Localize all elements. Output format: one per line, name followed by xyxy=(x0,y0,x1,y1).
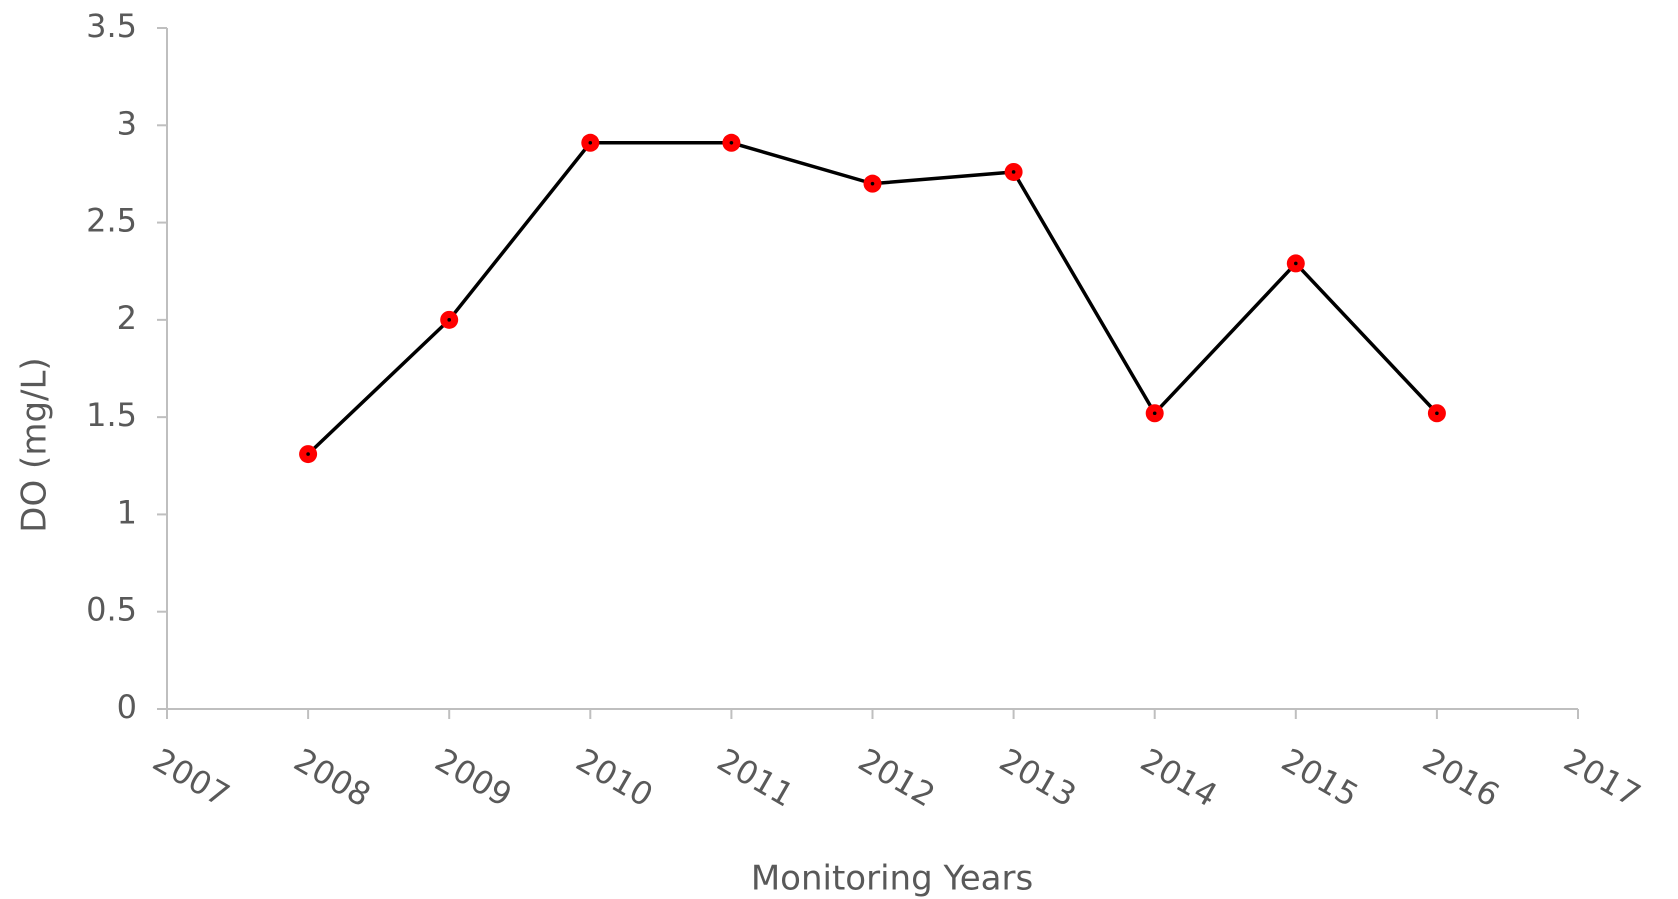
x-tick-label: 2016 xyxy=(1416,741,1506,815)
y-axis-title: DO (mg/L) xyxy=(15,357,55,532)
y-tick-label: 2.5 xyxy=(86,202,137,240)
data-point-center xyxy=(870,181,875,186)
data-point-center xyxy=(588,140,593,145)
y-tick-label: 2 xyxy=(117,299,137,337)
data-point-center xyxy=(1152,411,1157,416)
x-tick-label: 2017 xyxy=(1558,741,1648,815)
x-tick-label: 2007 xyxy=(147,741,237,815)
y-tick-label: 3.5 xyxy=(86,7,137,45)
x-tick-label: 2015 xyxy=(1275,741,1365,815)
data-point-center xyxy=(1435,411,1439,416)
x-axis-title: Monitoring Years xyxy=(751,859,1033,899)
data-point-center xyxy=(729,140,734,145)
x-tick-label: 2008 xyxy=(288,741,378,815)
x-tick-label: 2009 xyxy=(429,741,519,815)
y-tick-label: 1 xyxy=(117,493,137,531)
x-tick-label: 2014 xyxy=(1134,741,1224,815)
data-point-center xyxy=(1294,261,1298,266)
y-tick-label: 0 xyxy=(117,688,137,726)
data-point-center xyxy=(306,452,310,456)
x-tick-label: 2011 xyxy=(711,741,801,815)
y-tick-label: 1.5 xyxy=(86,396,137,434)
y-tick-label: 0.5 xyxy=(86,591,137,629)
x-tick-label: 2010 xyxy=(570,741,660,815)
x-tick-label: 2013 xyxy=(993,741,1083,815)
y-tick-label: 3 xyxy=(117,104,137,142)
data-point-center xyxy=(447,318,452,322)
data-point-center xyxy=(1011,170,1016,174)
x-tick-label: 2012 xyxy=(852,741,942,815)
